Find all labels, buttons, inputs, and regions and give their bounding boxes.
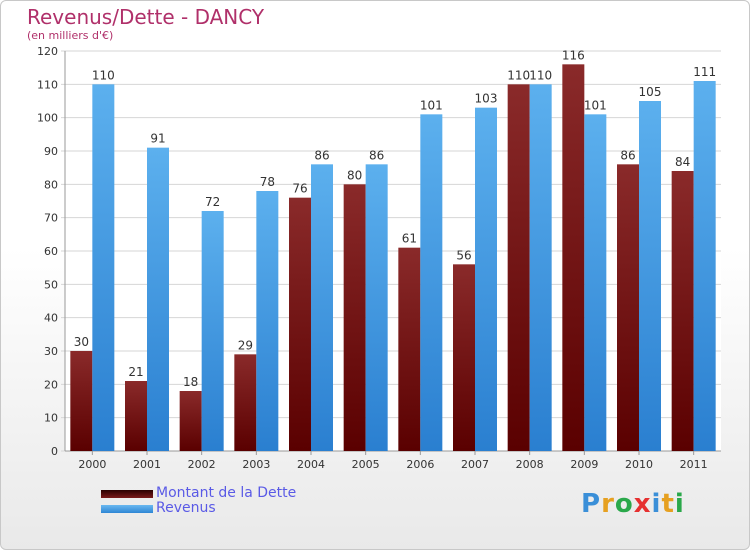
logo-letter: i [651, 489, 662, 519]
x-tick-label: 2008 [516, 458, 544, 471]
data-label-revenus: 91 [150, 132, 165, 146]
bar-revenus [201, 211, 224, 451]
x-tick-label: 2000 [78, 458, 106, 471]
legend-swatch-revenus [101, 505, 153, 513]
bar-revenus [365, 164, 388, 452]
logo-letter: t [661, 489, 675, 519]
bar-revenus [420, 114, 443, 451]
data-label-revenus: 111 [693, 65, 716, 79]
data-label-revenus: 101 [420, 98, 443, 112]
proxiti-logo: Proxiti [581, 489, 685, 519]
y-tick-label: 20 [44, 378, 58, 391]
bar-dette [179, 391, 202, 451]
x-tick-label: 2006 [406, 458, 434, 471]
y-tick-label: 30 [44, 345, 58, 358]
y-tick-label: 110 [37, 78, 58, 91]
logo-letter: o [614, 489, 634, 519]
data-label-dette: 61 [402, 232, 417, 246]
data-label-revenus: 86 [369, 148, 384, 162]
x-tick-label: 2011 [680, 458, 708, 471]
bar-dette [343, 184, 366, 452]
logo-letter: x [633, 489, 652, 519]
data-label-dette: 21 [128, 365, 143, 379]
data-label-revenus: 101 [584, 98, 607, 112]
legend-label-revenus: Revenus [156, 500, 216, 516]
x-tick-label: 2007 [461, 458, 489, 471]
data-label-dette: 80 [347, 168, 362, 182]
chart-title: Revenus/Dette - DANCY [27, 5, 265, 29]
bar-dette [289, 197, 311, 451]
data-label-dette: 86 [620, 148, 635, 162]
x-tick-label: 2009 [570, 458, 598, 471]
bar-dette [453, 264, 475, 451]
legend-label-dette: Montant de la Dette [156, 485, 297, 501]
data-label-dette: 116 [562, 48, 585, 62]
y-tick-label: 90 [44, 145, 58, 158]
data-label-revenus: 103 [475, 92, 498, 106]
bar-dette [617, 164, 639, 452]
y-tick-label: 60 [44, 245, 58, 258]
y-tick-label: 40 [44, 312, 58, 325]
bar-dette [234, 354, 257, 451]
bar-revenus [693, 81, 716, 451]
logo-letter: i [674, 489, 685, 519]
x-tick-label: 2005 [352, 458, 380, 471]
data-label-revenus: 110 [92, 68, 115, 82]
data-label-revenus: 78 [260, 175, 275, 189]
legend-swatch-dette [101, 490, 153, 498]
y-tick-label: 120 [37, 45, 58, 58]
data-label-dette: 18 [183, 375, 198, 389]
data-label-dette: 29 [238, 338, 253, 352]
data-label-revenus: 72 [205, 195, 220, 209]
data-label-dette: 110 [507, 68, 530, 82]
y-tick-label: 50 [44, 278, 58, 291]
y-tick-label: 80 [44, 178, 58, 191]
data-label-dette: 84 [675, 155, 690, 169]
bar-revenus [639, 101, 661, 451]
y-tick-label: 70 [44, 212, 58, 225]
data-label-dette: 30 [74, 335, 89, 349]
bar-dette [70, 351, 93, 451]
y-tick-label: 10 [44, 412, 58, 425]
y-tick-label: 100 [37, 112, 58, 125]
bar-dette [562, 64, 585, 452]
data-label-dette: 56 [456, 248, 471, 262]
bar-revenus [147, 147, 169, 451]
x-tick-label: 2004 [297, 458, 325, 471]
bar-revenus [256, 191, 279, 451]
bar-revenus [529, 84, 552, 451]
x-tick-label: 2002 [188, 458, 216, 471]
x-tick-label: 2003 [242, 458, 270, 471]
logo-letter: P [581, 489, 602, 519]
y-tick-label: 0 [51, 445, 58, 458]
data-label-revenus: 105 [639, 85, 662, 99]
data-label-revenus: 86 [314, 148, 329, 162]
bar-dette [671, 171, 694, 451]
data-label-dette: 76 [292, 182, 307, 196]
x-tick-label: 2001 [133, 458, 161, 471]
bar-revenus [311, 164, 333, 452]
data-label-revenus: 110 [529, 68, 552, 82]
bar-dette [125, 381, 147, 451]
bar-revenus [584, 114, 607, 451]
logo-letter: r [601, 489, 615, 519]
bar-revenus [92, 84, 115, 451]
bar-dette [507, 84, 530, 451]
x-tick-label: 2010 [625, 458, 653, 471]
bar-revenus [475, 107, 497, 452]
bar-dette [398, 247, 421, 451]
chart-subtitle: (en milliers d'€) [27, 29, 114, 42]
